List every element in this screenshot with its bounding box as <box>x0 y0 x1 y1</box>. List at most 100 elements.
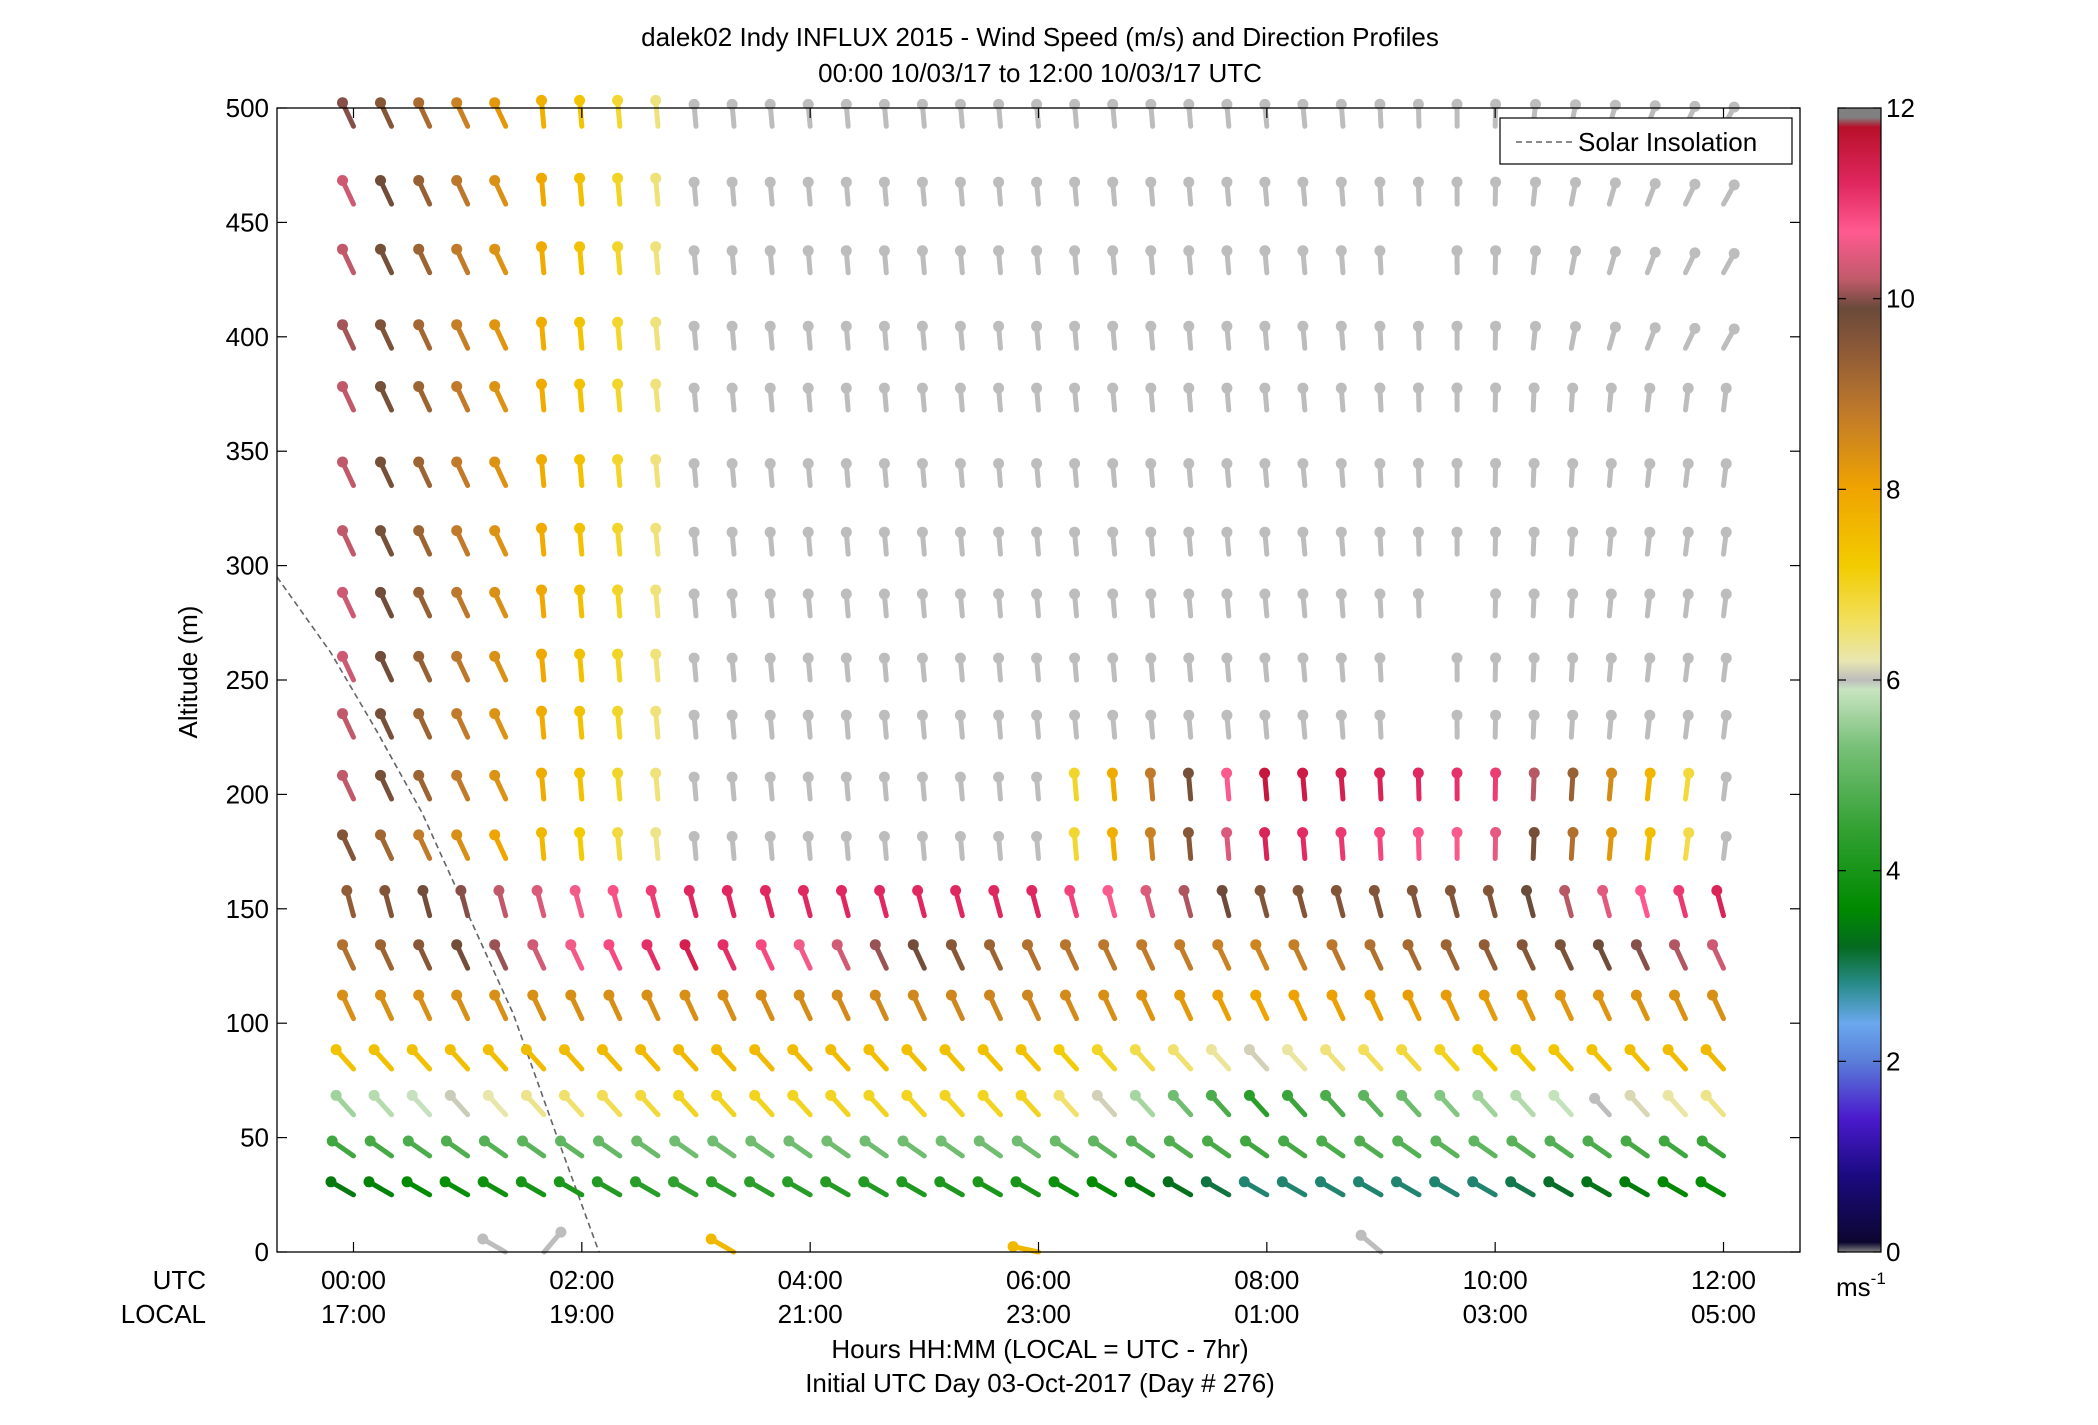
wind-vector <box>1682 827 1695 861</box>
wind-vector-head <box>1689 322 1701 334</box>
wind-vector-head <box>439 1176 451 1188</box>
wind-vector-head <box>1205 1044 1217 1056</box>
wind-vector-head <box>840 588 852 600</box>
wind-vector <box>1282 1089 1308 1118</box>
wind-vector-head <box>565 939 577 951</box>
wind-vector-head <box>1174 989 1186 1001</box>
wind-vector <box>802 526 814 557</box>
wind-vector-head <box>1516 939 1528 951</box>
wind-vector-head <box>1107 176 1119 188</box>
wind-vector-head <box>916 382 928 394</box>
wind-vector-head <box>840 245 852 257</box>
wind-vector <box>1060 939 1080 971</box>
wind-vector-head <box>413 456 425 468</box>
wind-vector-head <box>1609 321 1621 333</box>
wind-vector-head <box>413 939 425 951</box>
wind-vector-head <box>1521 885 1532 896</box>
wind-vector-head <box>1335 458 1347 470</box>
wind-vector-head <box>705 1233 717 1245</box>
wind-vector <box>1720 652 1732 683</box>
wind-vector-head <box>1069 458 1081 470</box>
wind-vector <box>612 705 624 740</box>
wind-vector-head <box>1567 709 1579 721</box>
wind-vector <box>1568 245 1581 276</box>
wind-vector-head <box>1221 382 1233 394</box>
wind-vector-head <box>482 1044 494 1056</box>
wind-vector <box>1259 382 1271 413</box>
wind-vector <box>1619 1176 1650 1198</box>
wind-vector-head <box>993 176 1005 188</box>
wind-vector-head <box>1402 939 1414 951</box>
wind-vector <box>569 885 585 919</box>
wind-vector <box>1444 885 1460 919</box>
wind-vector <box>1031 771 1043 802</box>
wind-vector <box>489 939 509 971</box>
wind-vector-head <box>650 584 662 596</box>
wind-vector <box>489 708 509 740</box>
x-tick-label-local: 05:00 <box>1691 1299 1756 1329</box>
wind-vector-head <box>825 1089 837 1101</box>
wind-vector <box>1482 885 1498 919</box>
wind-vector <box>1521 885 1536 919</box>
wind-vector <box>1167 1089 1194 1118</box>
wind-vector-head <box>878 831 890 842</box>
wind-vector-head <box>802 709 814 721</box>
wind-vector <box>1182 827 1194 861</box>
wind-vector <box>555 1135 585 1159</box>
wind-vector-head <box>375 829 386 841</box>
wind-vector <box>1144 827 1156 861</box>
wind-vector-head <box>1335 98 1347 110</box>
wind-vector <box>439 1176 471 1198</box>
wind-vector-head <box>1567 827 1579 838</box>
wind-vector <box>1011 1135 1041 1159</box>
wind-vector <box>1221 176 1233 207</box>
wind-vector <box>489 319 509 351</box>
wind-vector-head <box>413 175 425 186</box>
y-tick-label: 250 <box>226 665 269 695</box>
wind-vector-head <box>1107 320 1119 332</box>
wind-vector-head <box>612 316 624 328</box>
wind-vector-head <box>515 1176 527 1188</box>
wind-vector <box>1106 767 1118 802</box>
wind-vector <box>1069 588 1081 619</box>
wind-vector <box>688 245 700 276</box>
wind-vector-head <box>945 939 957 951</box>
wind-vector <box>954 652 966 683</box>
wind-vector <box>1682 247 1701 276</box>
wind-vector <box>1107 526 1119 557</box>
x-tick-labels: 00:00 17:00 02:00 19:00 04:00 21:00 06:00 23:00… <box>321 1265 1756 1329</box>
wind-vector <box>1145 245 1157 276</box>
wind-vector-head <box>1129 1089 1141 1101</box>
wind-vector <box>1700 1044 1727 1072</box>
wind-vector <box>1644 322 1661 351</box>
wind-vector-head <box>1010 1176 1022 1188</box>
wind-vector <box>1031 245 1043 276</box>
wind-vector <box>863 1089 889 1118</box>
colorbar: 0 2 4 6 8 10 12 ms-1 <box>1836 93 1915 1302</box>
wind-vector-head <box>1326 939 1338 951</box>
wind-vector <box>1586 1044 1612 1072</box>
wind-vector-head <box>1412 767 1424 779</box>
wind-vector-head <box>726 771 738 783</box>
wind-vector <box>1145 588 1157 619</box>
wind-vector <box>840 588 852 619</box>
wind-vector-head <box>1467 1176 1479 1188</box>
wind-vector-head <box>745 1135 757 1147</box>
wind-vector-head <box>379 885 391 896</box>
wind-vector-head <box>650 241 662 253</box>
wind-vector <box>1374 652 1386 683</box>
wind-vector <box>515 1176 547 1198</box>
wind-vector-head <box>1434 1089 1446 1101</box>
wind-vector-head <box>1548 1089 1560 1101</box>
wind-vector-head <box>477 1233 489 1245</box>
wind-vector-head <box>650 316 662 328</box>
wind-vector <box>536 767 547 802</box>
wind-vector-head <box>1355 1229 1367 1241</box>
wind-vector-head <box>1183 709 1195 721</box>
wind-vector-head <box>1259 827 1271 839</box>
wind-vector-head <box>1297 827 1309 839</box>
wind-vector <box>1060 989 1080 1022</box>
wind-vector <box>993 176 1005 207</box>
wind-vector-head <box>954 831 966 842</box>
wind-vector-head <box>1530 320 1541 332</box>
